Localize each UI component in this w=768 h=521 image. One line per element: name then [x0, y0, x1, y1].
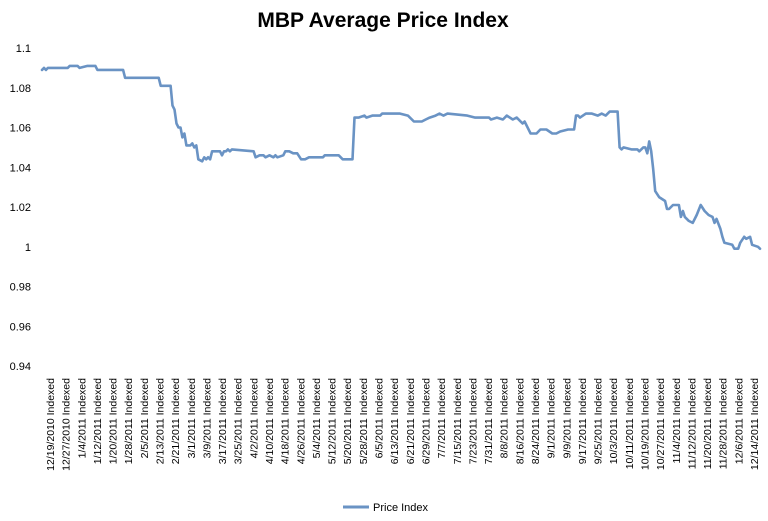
x-tick-label: 1/28/2011 Indexed [123, 378, 135, 464]
y-tick-label: 1 [25, 242, 31, 254]
x-tick-label: 9/25/2011 Indexed [593, 378, 605, 464]
x-tick-label: 12/6/2011 Indexed [733, 378, 745, 464]
x-tick-label: 3/25/2011 Indexed [233, 378, 245, 464]
x-tick-label: 8/24/2011 Indexed [530, 378, 542, 464]
x-tick-label: 9/1/2011 Indexed [546, 378, 558, 459]
series-line-price-index [40, 64, 762, 250]
x-tick-label: 12/19/2010 Indexed [45, 378, 57, 471]
x-tick-label: 7/7/2011 Indexed [436, 378, 448, 459]
x-tick-label: 4/26/2011 Indexed [295, 378, 307, 464]
x-tick-label: 10/27/2011 Indexed [655, 378, 667, 470]
x-tick-label: 5/12/2011 Indexed [327, 378, 339, 464]
x-tick-label: 4/10/2011 Indexed [264, 378, 276, 464]
y-tick-label: 1.1 [16, 43, 31, 55]
x-tick-label: 1/12/2011 Indexed [92, 378, 104, 464]
x-tick-label: 10/11/2011 Indexed [624, 378, 636, 469]
y-tick-label: 0.96 [10, 321, 31, 333]
x-tick-label: 12/27/2010 Indexed [61, 378, 73, 471]
x-tick-label: 8/8/2011 Indexed [499, 378, 511, 459]
x-tick-label: 6/21/2011 Indexed [405, 378, 417, 464]
series-group [40, 64, 762, 250]
x-tick-label: 9/9/2011 Indexed [561, 378, 573, 459]
chart-title: MBP Average Price Index [257, 9, 509, 32]
x-tick-label: 5/28/2011 Indexed [358, 378, 370, 464]
y-tick-label: 0.94 [10, 361, 31, 373]
x-tick-label: 7/15/2011 Indexed [452, 378, 464, 464]
y-tick-label: 1.04 [10, 162, 31, 174]
x-tick-label: 1/4/2011 Indexed [76, 378, 88, 459]
y-tick-label: 1.08 [10, 83, 31, 95]
x-tick-label: 2/5/2011 Indexed [139, 378, 151, 459]
x-tick-label: 11/28/2011 Indexed [718, 378, 730, 469]
x-tick-label: 10/3/2011 Indexed [608, 378, 620, 464]
x-axis: 12/19/2010 Indexed 12/27/2010 Indexed 1/4/… [45, 378, 761, 471]
x-tick-label: 7/31/2011 Indexed [483, 378, 495, 464]
x-tick-label: 3/17/2011 Indexed [217, 378, 229, 464]
legend: Price Index [343, 502, 429, 514]
y-tick-label: 1.02 [10, 202, 31, 214]
x-tick-label: 6/13/2011 Indexed [389, 378, 401, 464]
legend-label: Price Index [373, 502, 429, 514]
x-tick-label: 5/20/2011 Indexed [342, 378, 354, 464]
x-tick-label: 6/5/2011 Indexed [374, 378, 386, 459]
y-tick-label: 0.98 [10, 282, 31, 294]
x-tick-label: 5/4/2011 Indexed [311, 378, 323, 459]
x-tick-label: 11/20/2011 Indexed [702, 378, 714, 469]
x-tick-label: 3/9/2011 Indexed [201, 378, 213, 459]
x-tick-label: 7/23/2011 Indexed [467, 378, 479, 464]
x-tick-label: 4/18/2011 Indexed [280, 378, 292, 464]
x-tick-label: 8/16/2011 Indexed [514, 378, 526, 464]
x-tick-label: 11/4/2011 Indexed [671, 378, 683, 464]
x-tick-label: 10/19/2011 Indexed [640, 378, 652, 470]
x-tick-label: 3/1/2011 Indexed [186, 378, 198, 459]
y-axis: 0.94 0.96 0.98 1 1.02 1.04 1.06 1.08 1.1 [10, 43, 31, 373]
x-tick-label: 9/17/2011 Indexed [577, 378, 589, 464]
x-tick-label: 2/13/2011 Indexed [155, 378, 167, 464]
x-tick-label: 2/21/2011 Indexed [170, 378, 182, 464]
x-tick-label: 1/20/2011 Indexed [108, 378, 120, 464]
x-tick-label: 12/14/2011 Indexed [749, 378, 761, 470]
x-tick-label: 4/2/2011 Indexed [248, 378, 260, 459]
y-tick-label: 1.06 [10, 123, 31, 135]
x-tick-label: 6/29/2011 Indexed [421, 378, 433, 464]
x-tick-label: 11/12/2011 Indexed [686, 378, 698, 469]
